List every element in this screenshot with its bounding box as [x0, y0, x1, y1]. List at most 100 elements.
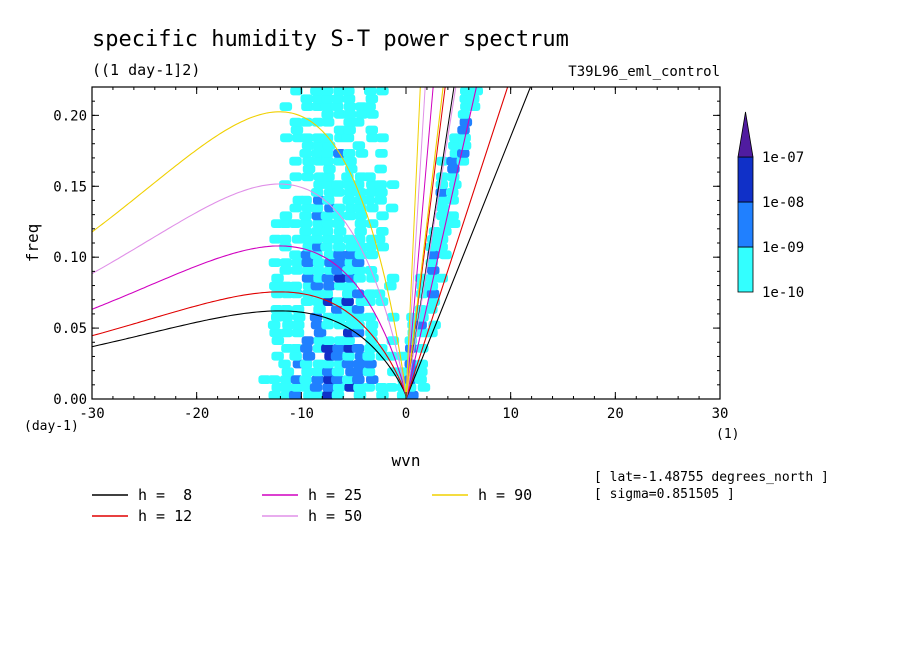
- colorbar-label: 1e-08: [762, 195, 804, 211]
- gravity-curve-h25: [405, 87, 434, 399]
- power-cell: [351, 367, 365, 377]
- power-cell: [354, 250, 368, 260]
- power-cell: [353, 203, 367, 213]
- sigma-annotation: [ sigma=0.851505 ]: [594, 487, 735, 502]
- power-cell: [322, 336, 335, 345]
- power-cell: [344, 250, 357, 260]
- power-cell: [299, 211, 312, 221]
- power-cell: [366, 203, 379, 213]
- power-cell: [289, 351, 302, 361]
- power-cell: [343, 234, 356, 244]
- power-cell: [320, 289, 333, 299]
- power-cell: [268, 258, 282, 267]
- legend: h = 8 h = 12 h = 25 h = 50 h = 90: [92, 486, 532, 525]
- power-cell: [446, 172, 460, 182]
- power-cell: [289, 117, 303, 127]
- power-cell: [364, 242, 377, 252]
- power-cell: [311, 375, 324, 384]
- power-cell: [279, 281, 293, 291]
- power-cell: [279, 102, 293, 111]
- power-cell: [271, 312, 284, 322]
- power-cell: [354, 211, 368, 221]
- x-tick-label: 30: [712, 406, 729, 422]
- power-cell: [302, 156, 315, 166]
- power-cell: [354, 219, 368, 228]
- power-cell: [341, 297, 354, 306]
- power-cell: [313, 305, 326, 314]
- power-cell: [435, 242, 448, 252]
- power-cell: [362, 195, 375, 205]
- power-cell: [345, 164, 358, 174]
- power-cell: [321, 359, 335, 369]
- power-cell: [372, 289, 386, 299]
- colorbar-label: 1e-07: [762, 150, 804, 166]
- power-cell: [320, 227, 334, 236]
- power-cell: [299, 149, 312, 158]
- colorbar: 1e-10 1e-09 1e-08 1e-07: [737, 111, 804, 301]
- power-cell: [376, 87, 389, 96]
- power-cell: [376, 133, 389, 143]
- power-cell: [366, 273, 379, 283]
- power-cell: [289, 281, 302, 291]
- kelvin-curve-h8: [405, 87, 532, 399]
- power-cell: [279, 266, 292, 275]
- power-cell: [375, 188, 388, 197]
- power-cell: [321, 117, 335, 127]
- power-cell: [281, 367, 295, 377]
- power-cell: [322, 390, 335, 399]
- power-cell: [427, 250, 440, 260]
- power-cell: [289, 250, 302, 260]
- power-cell: [435, 180, 449, 189]
- power-cell: [280, 312, 293, 322]
- power-cell: [458, 141, 472, 150]
- power-cell: [289, 203, 302, 213]
- power-cell: [331, 375, 344, 384]
- power-cell: [343, 110, 357, 119]
- power-cell: [321, 273, 335, 283]
- power-cell: [309, 383, 323, 392]
- power-cell: [279, 219, 292, 228]
- power-cell: [374, 164, 387, 174]
- power-cell: [364, 87, 377, 96]
- power-cell: [321, 110, 334, 119]
- power-cell: [311, 390, 324, 399]
- power-cell: [448, 141, 461, 150]
- power-cell: [386, 273, 400, 283]
- power-cell: [363, 102, 376, 111]
- x-tick-label: 0: [402, 406, 410, 422]
- power-cell: [428, 320, 441, 330]
- power-cell: [280, 383, 293, 392]
- colorbar-segment: [737, 246, 754, 293]
- power-cell: [333, 250, 346, 260]
- power-cell: [426, 273, 439, 283]
- power-cell: [333, 242, 346, 252]
- power-cell: [334, 258, 347, 267]
- power-cell: [312, 219, 325, 228]
- power-cell: [323, 250, 337, 260]
- power-cell: [331, 367, 345, 377]
- power-cell: [279, 375, 293, 384]
- legend-label: h = 12: [138, 507, 192, 525]
- power-cell: [353, 266, 366, 275]
- power-cell: [322, 172, 335, 182]
- power-cell: [342, 180, 356, 189]
- power-cell: [414, 375, 427, 384]
- power-cell: [321, 156, 334, 166]
- power-cell: [309, 312, 323, 322]
- dispersion-curve-h50: [92, 183, 407, 396]
- kelvin-curve-h25: [405, 87, 477, 399]
- power-cell: [446, 195, 459, 205]
- power-cell: [362, 351, 375, 361]
- power-cell: [278, 359, 291, 369]
- power-cell: [363, 172, 376, 182]
- power-cell: [417, 383, 431, 392]
- power-cell: [466, 94, 480, 104]
- power-cell: [332, 203, 346, 213]
- power-cell: [322, 367, 335, 377]
- power-cell: [279, 305, 293, 314]
- power-cell: [343, 188, 357, 197]
- power-cell: [302, 266, 315, 275]
- power-cell: [311, 266, 325, 275]
- x-unit-label: (1): [716, 427, 739, 442]
- power-cell: [311, 94, 325, 104]
